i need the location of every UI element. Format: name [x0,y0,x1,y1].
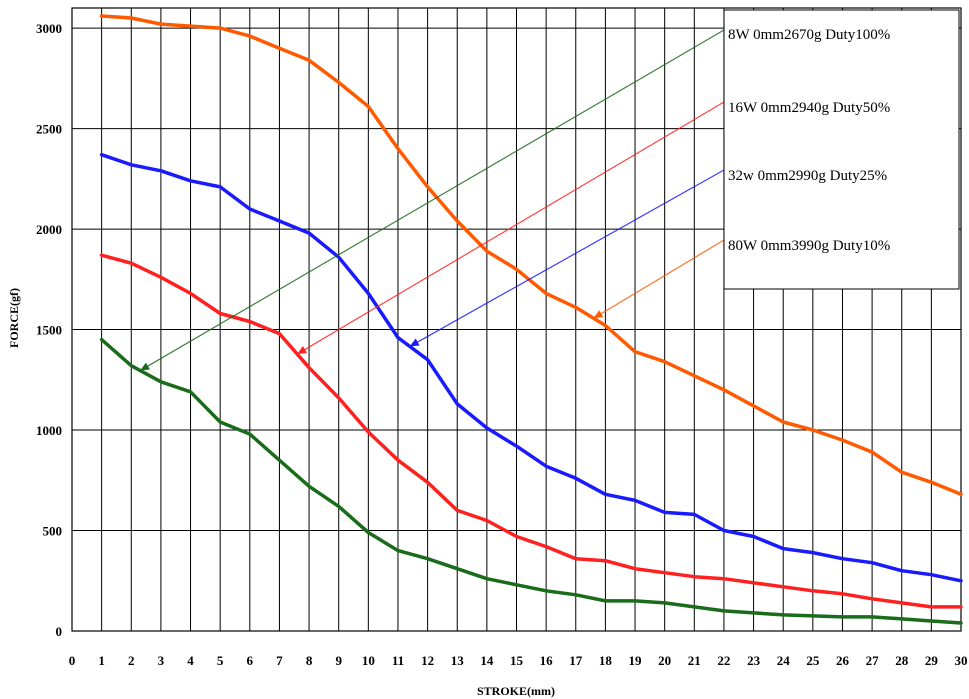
x-tick-label: 21 [688,653,701,668]
series-line-1 [99,337,963,625]
y-tick-label: 1000 [36,423,62,438]
series-line-2 [99,253,963,609]
y-tick-label: 2000 [36,222,62,237]
x-tick-label: 27 [866,653,880,668]
x-tick-label: 14 [480,653,494,668]
x-tick-label: 6 [247,653,254,668]
x-tick-label: 0 [69,653,76,668]
legend-arrow-line [139,29,725,372]
x-tick-label: 13 [451,653,465,668]
y-tick-label: 1500 [36,323,62,338]
legend: 8W 0mm2670g Duty100% 16W 0mm2940g Duty50… [723,9,960,290]
x-tick-label: 5 [217,653,224,668]
legend-label-32w: 32w 0mm2990g Duty25% [728,168,887,184]
legend-arrow-head [593,310,604,319]
x-tick-labels: 0 1 2 3 4 5 6 7 8 9 10 11 12 13 14 15 16 17 18 19 20 21 22 23 24… [69,653,968,668]
legend-arrow-line [593,239,725,319]
series-line-3 [99,152,963,583]
x-tick-label: 25 [806,653,820,668]
x-tick-label: 1 [98,653,105,668]
x-axis-title: STROKE(mm) [477,684,555,698]
legend-arrow-line [409,169,725,347]
x-tick-label: 26 [836,653,850,668]
x-tick-label: 23 [747,653,761,668]
x-tick-label: 2 [128,653,135,668]
legend-arrows [139,29,725,372]
x-tick-label: 9 [335,653,342,668]
x-tick-label: 18 [599,653,613,668]
x-tick-label: 10 [362,653,375,668]
x-tick-label: 22 [717,653,730,668]
legend-label-8w: 8W 0mm2670g Duty100% [728,27,890,43]
x-tick-label: 3 [158,653,165,668]
x-tick-label: 8 [306,653,313,668]
legend-arrow-head [140,362,150,371]
x-tick-label: 20 [658,653,671,668]
legend-label-16w: 16W 0mm2940g Duty50% [728,100,890,116]
x-tick-label: 7 [276,653,283,668]
x-tick-label: 24 [777,653,791,668]
series-lines [99,14,963,625]
y-tick-label: 3000 [36,21,62,36]
y-axis-title: FORCE(gf) [7,288,21,348]
x-tick-label: 16 [540,653,554,668]
legend-arrow-line [296,101,725,355]
x-tick-label: 28 [895,653,909,668]
series-line-4 [99,14,963,497]
legend-label-80w: 80W 0mm3990g Duty10% [728,238,890,254]
legend-box [723,9,960,290]
x-tick-label: 15 [510,653,524,668]
x-tick-label: 29 [925,653,939,668]
x-tick-label: 17 [569,653,583,668]
grid-lines [72,8,961,631]
legend-arrow-head [409,338,420,347]
x-tick-label: 19 [629,653,643,668]
x-tick-label: 11 [392,653,404,668]
y-tick-label: 0 [56,624,63,639]
y-tick-label: 2500 [36,122,62,137]
x-tick-label: 30 [955,653,968,668]
y-tick-labels: 0 500 1000 1500 2000 2500 3000 [36,21,62,639]
x-tick-label: 12 [421,653,434,668]
legend-arrow-head [297,346,307,355]
y-tick-label: 500 [43,524,63,539]
x-tick-label: 4 [187,653,194,668]
